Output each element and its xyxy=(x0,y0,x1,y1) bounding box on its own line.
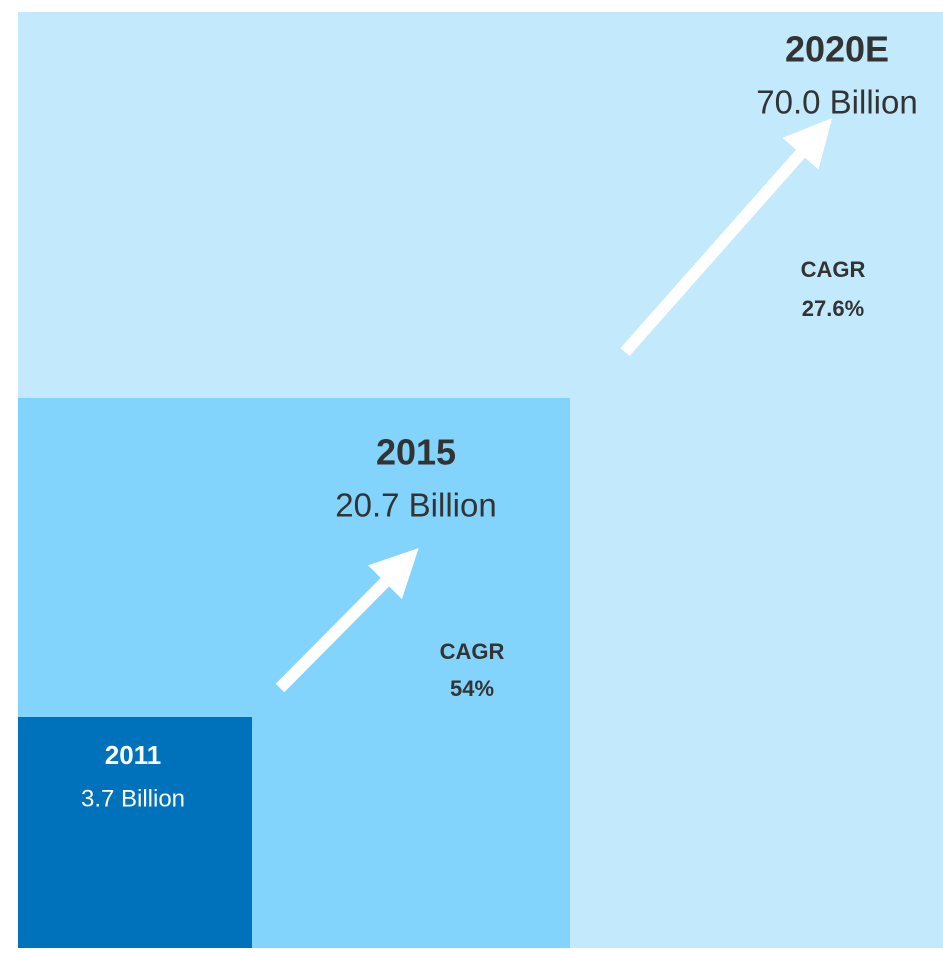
year-label: 2015 xyxy=(376,432,456,473)
cagr-label: CAGR xyxy=(801,257,866,282)
value-label: 20.7 Billion xyxy=(335,487,496,524)
growth-arrow xyxy=(620,117,833,356)
value-label: 70.0 Billion xyxy=(756,84,917,121)
growth-arrow xyxy=(275,548,419,693)
year-label: 2011 xyxy=(105,740,161,770)
year-label: 2020E xyxy=(785,29,889,70)
cagr-rate: 54% xyxy=(450,676,494,701)
cagr-label: CAGR xyxy=(440,639,505,664)
block-2011 xyxy=(18,717,252,948)
value-label: 3.7 Billion xyxy=(81,785,185,812)
cagr-rate: 27.6% xyxy=(802,296,864,321)
